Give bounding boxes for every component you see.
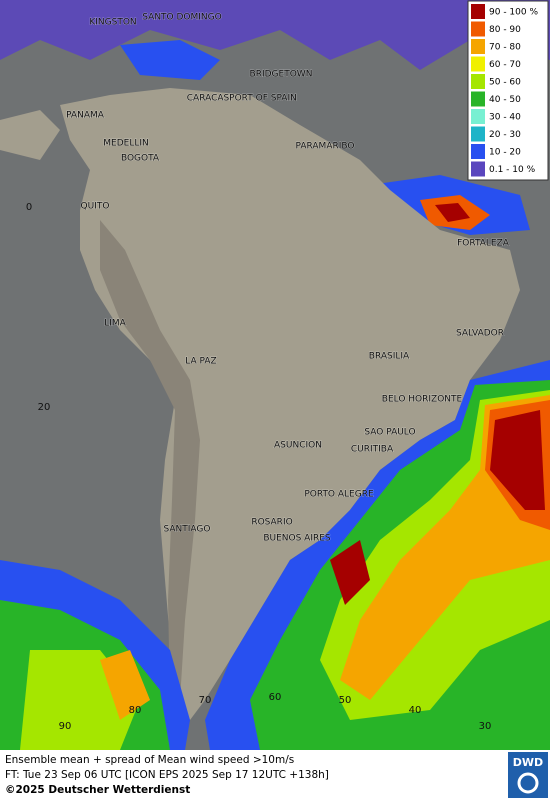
city-label: PARAMARIBO	[296, 142, 355, 152]
grid-label: 70	[199, 695, 212, 706]
legend-label: 90 - 100 %	[489, 8, 538, 18]
caption-credit: ©2025 Deutscher Wetterdienst	[5, 784, 190, 796]
city-label: QUITO	[81, 202, 110, 212]
city-label: BUENOS AIRES	[263, 534, 331, 544]
legend-label: 70 - 80	[489, 43, 521, 53]
city-label: CURITIBA	[351, 445, 394, 455]
wind-area	[100, 650, 150, 720]
city-label: CARACAS	[187, 94, 230, 104]
city-label: SAO PAULO	[364, 428, 415, 438]
city-label: FORTALEZA	[457, 239, 510, 249]
legend-swatch	[471, 126, 485, 142]
city-label: ROSARIO	[251, 518, 292, 528]
logo-icon	[517, 772, 539, 794]
grid-label: 40	[409, 705, 422, 716]
wind-area	[490, 410, 545, 510]
caption-line: FT: Tue 23 Sep 06 UTC [ICON EPS 2025 Sep…	[5, 769, 329, 781]
legend-swatch	[471, 39, 485, 54]
legend-label: 80 - 90	[489, 25, 521, 35]
wind-area	[435, 203, 470, 222]
wind-area	[330, 540, 370, 605]
legend-label: 20 - 30	[489, 130, 521, 140]
city-label: SANTO DOMINGO	[142, 13, 221, 23]
city-label: SANTIAGO	[164, 525, 211, 535]
legend-label: 50 - 60	[489, 78, 521, 88]
mountains	[100, 220, 200, 700]
legend-swatch	[471, 91, 485, 107]
city-label: LIMA	[104, 319, 126, 329]
city-label: LA PAZ	[185, 357, 216, 367]
city-label: SALVADOR	[456, 329, 504, 339]
grid-label: 80	[129, 705, 142, 716]
legend-label: 40 - 50	[489, 95, 521, 105]
city-label: ASUNCION	[274, 441, 322, 451]
grid-label: 90	[59, 721, 72, 732]
land	[0, 110, 60, 160]
grid-label: 0	[26, 202, 32, 213]
city-label: PORTO ALEGRE	[304, 490, 374, 500]
city-label: PORT OF SPAIN	[229, 94, 297, 104]
legend-swatch	[471, 56, 485, 72]
legend-swatch	[471, 144, 485, 159]
city-label: MEDELLIN	[103, 139, 148, 149]
city-label: KINGSTON	[89, 18, 136, 28]
grid-label: 50	[339, 695, 352, 706]
city-label: PANAMA	[66, 111, 105, 121]
grid-label: 60	[269, 692, 282, 703]
legend-swatch	[471, 161, 485, 177]
legend-swatch	[471, 4, 485, 19]
city-label: BELO HORIZONTE	[382, 395, 463, 405]
legend-label: 10 - 20	[489, 148, 521, 158]
city-label: BOGOTA	[121, 154, 160, 164]
grid-label: 20	[38, 402, 51, 413]
legend-label: 0.1 - 10 %	[489, 165, 536, 175]
legend-swatch	[471, 21, 485, 37]
caption-band	[0, 750, 550, 800]
city-label: BRASILIA	[369, 352, 410, 362]
logo: DWD	[513, 756, 543, 769]
legend: 90 - 100 % 80 - 90 70 - 80 60 - 70 50 - 60 40…	[467, 0, 549, 181]
caption-line: Ensemble mean + spread of Mean wind spee…	[5, 754, 294, 766]
grid-label: 30	[479, 721, 492, 732]
legend-label: 30 - 40	[489, 113, 521, 123]
legend-swatch	[471, 109, 485, 124]
legend-label: 60 - 70	[489, 60, 521, 70]
legend-swatch	[471, 74, 485, 89]
city-label: BRIDGETOWN	[250, 70, 313, 80]
wind-area	[0, 0, 550, 70]
wind-area	[120, 40, 220, 80]
